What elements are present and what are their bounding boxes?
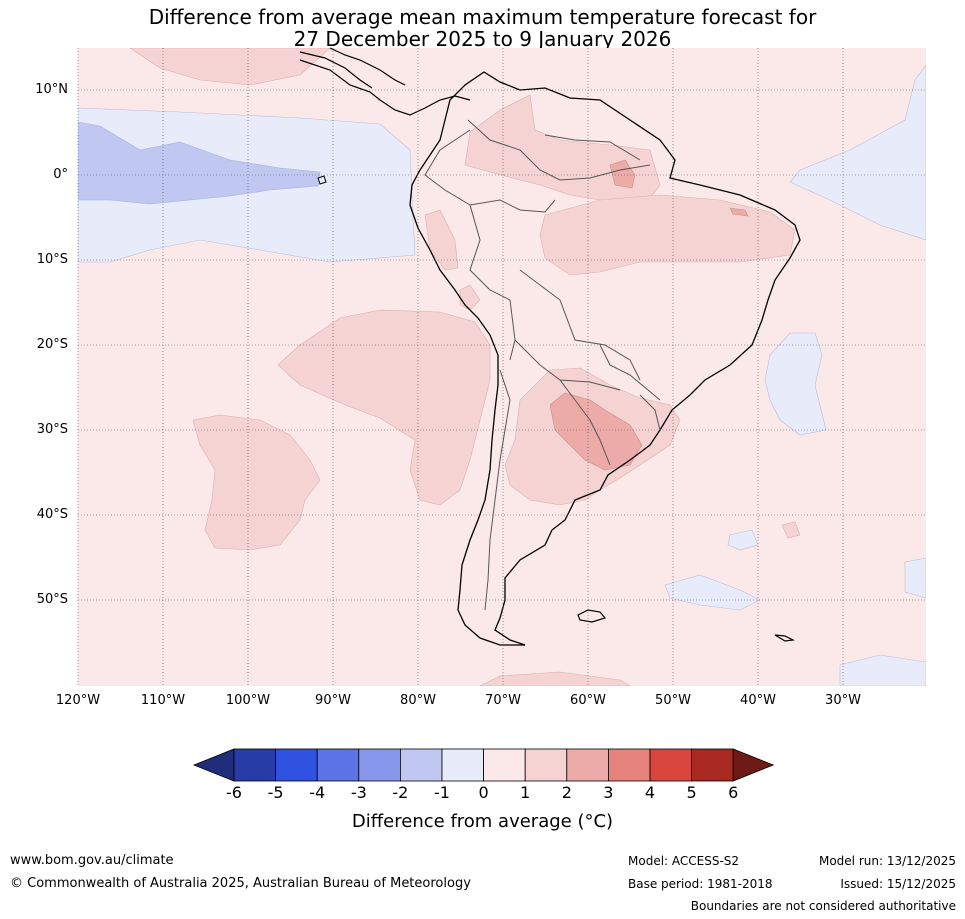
lat-label-10n: 10°N	[35, 82, 68, 97]
colorbar-tick-label: 4	[644, 783, 656, 802]
footer-copyright: © Commonwealth of Australia 2025, Austra…	[10, 876, 471, 891]
colorbar-segment	[275, 748, 318, 782]
lat-label-0: 0°	[53, 167, 68, 182]
lon-label-80w: 80°W	[400, 693, 436, 708]
colorbar-segment	[649, 748, 692, 782]
map-title-line-2: 27 December 2025 to 9 January 2026	[293, 27, 672, 51]
colorbar-label: Difference from average (°C)	[351, 811, 614, 832]
colorbar-tick-label: -1	[434, 783, 450, 802]
map-title-line-1: Difference from average mean maximum tem…	[148, 5, 817, 29]
central-america-coastline	[299, 47, 471, 116]
equatorial-pacific-cooler-region	[78, 121, 321, 205]
footer-model-run: Model run: 13/12/2025	[818, 854, 956, 868]
lon-label-40w: 40°W	[740, 693, 776, 708]
colorbar-tick-label: 0	[478, 783, 489, 802]
lon-label-90w: 90°W	[315, 693, 351, 708]
colorbar-tick-label: 2	[561, 783, 572, 802]
south-atlantic-cool-patch	[727, 529, 759, 551]
lon-label-120w: 120°W	[55, 693, 101, 708]
colorbar-tick-label: -6	[226, 783, 242, 802]
lat-label-10s: 10°S	[36, 252, 68, 267]
lon-label-70w: 70°W	[485, 693, 521, 708]
pacific-warm-region-south	[192, 414, 321, 551]
colorbar-tick-label: 5	[686, 783, 697, 802]
colorbar-segment	[691, 748, 734, 782]
south-atlantic-cool-region	[764, 332, 827, 436]
colorbar-segment	[233, 748, 276, 782]
colorbar-segment	[608, 748, 651, 782]
colorbar-tick-label: 6	[728, 783, 739, 802]
south-america-coastline	[409, 71, 801, 646]
footer-model: Model: ACCESS-S2	[628, 854, 740, 868]
colorbar	[192, 748, 775, 782]
southern-ocean-cool-region	[839, 654, 926, 686]
footer-disclaimer: Boundaries are not considered authoritat…	[690, 899, 956, 913]
atlantic-warmer-patch	[729, 207, 749, 217]
colorbar-tick-label: -4	[309, 783, 326, 802]
footer-website[interactable]: www.bom.gov.au/climate	[10, 853, 174, 868]
colorbar-segment	[524, 748, 568, 782]
lon-label-110w: 110°W	[140, 693, 186, 708]
lon-label-60w: 60°W	[570, 693, 606, 708]
footer-issued: Issued: 15/12/2025	[840, 877, 956, 891]
southern-ocean-warm-patch	[479, 671, 631, 686]
south-georgia-island	[774, 634, 796, 642]
map-gridlines	[77, 48, 926, 686]
galapagos-islands	[317, 175, 327, 185]
brazil-warm-region	[539, 194, 796, 276]
colorbar-segment	[399, 748, 443, 782]
colorbar-segment	[566, 748, 609, 782]
colorbar-tick-label: -3	[350, 783, 367, 802]
colorbar-segment	[358, 748, 401, 782]
footer-base-period: Base period: 1981-2018	[628, 877, 773, 891]
bolivia-warm-patch	[459, 284, 481, 311]
colorbar-arrow-high	[732, 748, 775, 782]
lat-label-40s: 40°S	[36, 507, 68, 522]
south-atlantic-cool-patch-2	[664, 574, 761, 611]
colorbar-segment	[483, 748, 526, 782]
southeast-pacific-warm-region	[277, 309, 491, 506]
colorbar-segment	[441, 748, 484, 782]
colorbar-tick-label: -2	[392, 783, 409, 802]
colorbar-tick-label: -5	[267, 783, 284, 802]
venezuela-warmer-patch	[609, 159, 636, 189]
equatorial-atlantic-cool-region	[789, 64, 926, 241]
colorbar-tick-label: 3	[603, 783, 614, 802]
atlantic-warm-patch	[781, 521, 801, 539]
lat-label-50s: 50°S	[36, 592, 68, 607]
lon-label-30w: 30°W	[825, 693, 861, 708]
lat-label-30s: 30°S	[36, 422, 68, 437]
east-atlantic-cool-patch	[904, 557, 926, 599]
colorbar-tick-label: 1	[520, 783, 531, 802]
lon-label-50w: 50°W	[655, 693, 691, 708]
colorbar-segment	[316, 748, 360, 782]
colorbar-arrow-low	[192, 748, 235, 782]
lon-label-100w: 100°W	[225, 693, 271, 708]
caribbean-warm-region	[129, 48, 331, 86]
northern-south-america-warm-region	[464, 94, 661, 201]
lat-label-20s: 20°S	[36, 337, 68, 352]
